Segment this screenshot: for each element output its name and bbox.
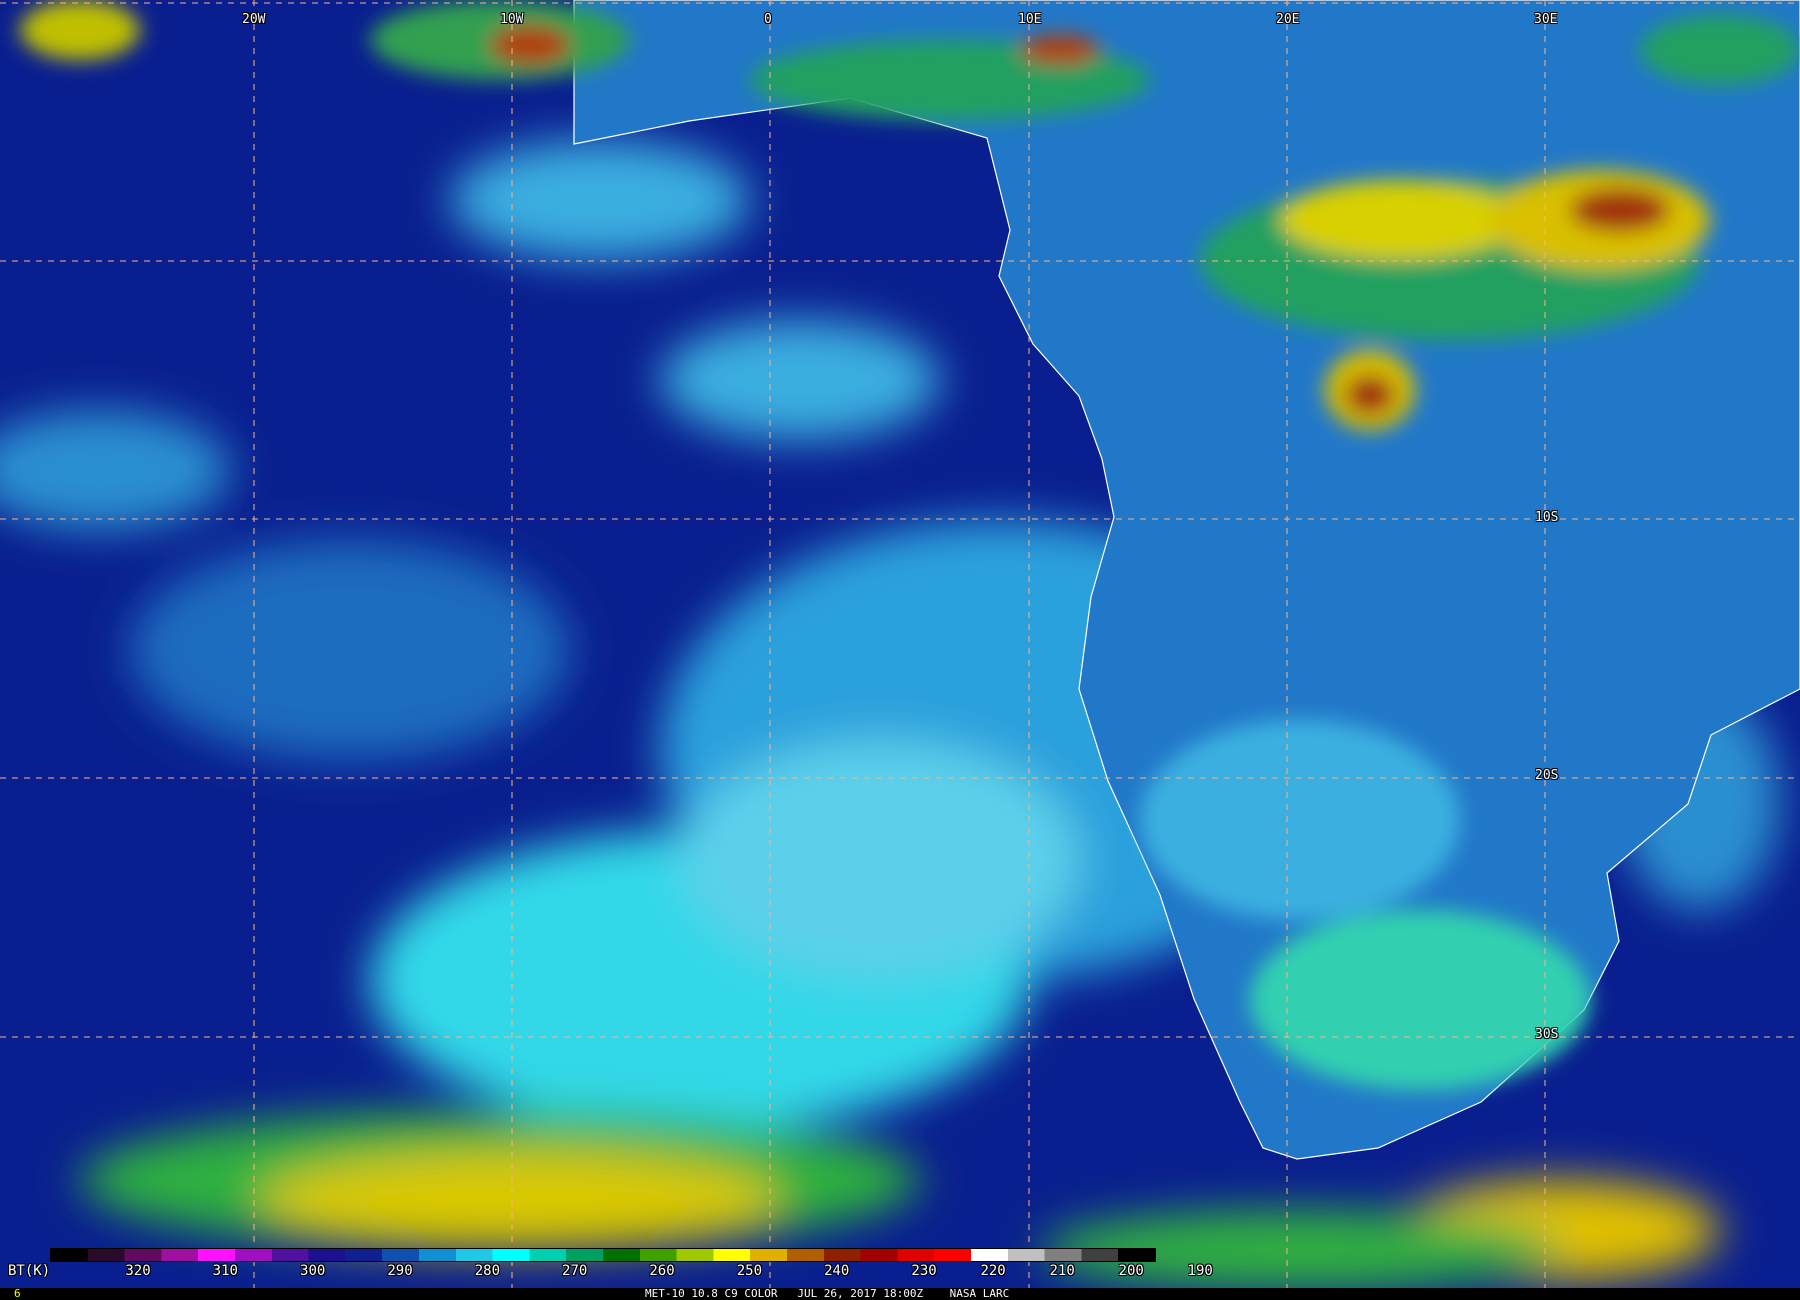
latitude-label: 30S [1535,1027,1559,1042]
colorbar-tick-label: 210 [1049,1263,1075,1279]
image-caption: MET-10 10.8 C9 COLOR JUL 26, 2017 18:00Z… [645,1287,1010,1300]
brightness-temperature-colorbar [50,1248,1156,1262]
latitude-label: 10S [1535,510,1559,525]
longitude-label: 0 [764,12,772,27]
frame-number: 6 [14,1287,21,1300]
latitude-label: 20S [1535,768,1559,783]
colorbar-tick-label: 190 [1187,1263,1213,1279]
colorbar-tick-label: 300 [300,1263,326,1279]
longitude-label: 10W [500,12,524,27]
colorbar-tick-label: 260 [649,1263,675,1279]
colorbar-tick-label: 250 [736,1263,763,1279]
colorbar-tick-label: 290 [387,1263,413,1279]
land-cloud-detail [20,0,1800,1090]
colorbar-tick-label: 310 [212,1263,238,1279]
colorbar-tick-label: 200 [1118,1263,1144,1279]
longitude-label: 20W [242,12,266,27]
colorbar-tick-label: 320 [125,1263,151,1279]
footer-bar: 6 MET-10 10.8 C9 COLOR JUL 26, 2017 18:0… [0,1288,1800,1300]
colorbar-tick-label: 230 [911,1263,937,1279]
longitude-label: 30E [1534,12,1558,27]
longitude-label: 20E [1276,12,1300,27]
longitude-label: 10E [1018,12,1042,27]
colorbar-tick-label: 270 [562,1263,588,1279]
colorbar-label: BT(K) [8,1263,51,1279]
colorbar-tick-label: 220 [980,1263,1006,1279]
colorbar-tick-label: 240 [824,1263,850,1279]
colorbar-tick-label: 280 [474,1263,501,1279]
